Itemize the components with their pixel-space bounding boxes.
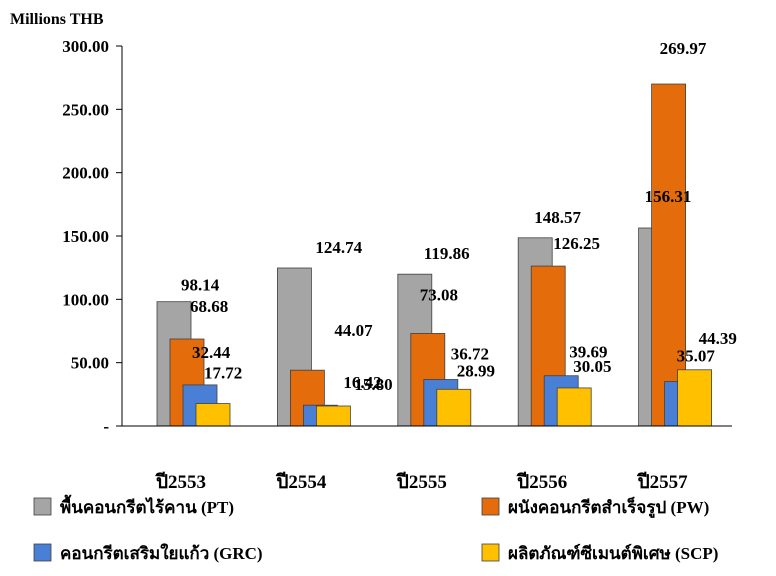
bars (156, 83, 712, 427)
bar-series-1-cat-4 (651, 83, 686, 427)
data-labels: 98.14 124.74 119.86 148.57 156.31 68.68 44.07 7… (181, 39, 737, 394)
data-label: 17.72 (204, 364, 242, 383)
legend-label: ผนังคอนกรีตสำเร็จรูป (PW) (508, 495, 709, 519)
x-tick-label: ปี2556 (516, 471, 567, 493)
data-label: 126.25 (553, 234, 600, 253)
legend-item: ผลิตภัณฑ์ซีเมนต์พิเศษ (SCP) (481, 543, 718, 563)
y-tick-label: 250.00 (62, 100, 109, 119)
data-label: 148.57 (534, 208, 581, 227)
legend-label: คอนกรีตเสริมใยแก้ว (GRC) (60, 543, 263, 563)
x-tick-label: ปี2553 (155, 471, 206, 493)
bar-series-3-cat-1 (315, 405, 351, 427)
legend-item: คอนกรีตเสริมใยแก้ว (GRC) (33, 543, 263, 563)
x-tick-label: ปี2557 (637, 471, 688, 493)
bar-series-3-cat-4 (677, 369, 712, 427)
x-tick-label: ปี2554 (276, 471, 327, 493)
legend-swatch (481, 543, 500, 562)
y-unit-label: Millions THB (10, 11, 104, 28)
legend-item: ผนังคอนกรีตสำเร็จรูป (PW) (481, 495, 709, 519)
legend-label: ผลิตภัณฑ์ซีเมนต์พิเศษ (SCP) (508, 543, 718, 563)
data-label: 124.74 (315, 238, 362, 257)
legend-item: พื้นคอนกรีตไร้คาน (PT) (33, 494, 234, 517)
data-label: 119.86 (424, 244, 470, 263)
y-tick-label: 150.00 (62, 227, 109, 246)
data-label: 15.80 (354, 375, 392, 394)
x-tick-label: ปี2555 (396, 471, 447, 493)
y-tick-label: 200.00 (62, 164, 109, 183)
legend-swatch (481, 497, 500, 516)
y-tick-label: 50.00 (71, 354, 109, 373)
bar-series-3-cat-2 (436, 388, 472, 427)
data-label: 156.31 (645, 187, 692, 206)
y-tick-label: - (103, 417, 109, 436)
data-label: 44.07 (334, 321, 373, 340)
data-label: 36.72 (451, 344, 489, 363)
bar-series-3-cat-0 (195, 403, 231, 427)
data-label: 68.68 (190, 297, 228, 316)
data-label: 98.14 (181, 276, 220, 295)
data-label: 39.69 (569, 343, 607, 362)
legend-swatch (33, 543, 52, 562)
y-axis: - 50.00 100.00 150.00 200.00 250.00 300.00 (62, 37, 123, 436)
data-label: 269.97 (660, 39, 707, 58)
data-label: 73.08 (420, 285, 458, 304)
x-axis: ปี2553 ปี2554 ปี2555 ปี2556 ปี2557 (122, 425, 732, 493)
y-tick-label: 300.00 (62, 37, 109, 56)
y-tick-label: 100.00 (62, 290, 109, 309)
data-label: 28.99 (457, 361, 495, 380)
legend: พื้นคอนกรีตไร้คาน (PT) ผนังคอนกรีตสำเร็จร… (33, 494, 718, 563)
data-label: 32.44 (192, 343, 231, 362)
bar-series-3-cat-3 (556, 387, 592, 427)
data-label: 44.39 (699, 329, 737, 348)
data-label: 35.07 (677, 347, 716, 366)
legend-swatch (33, 497, 52, 516)
data-label: 16.42 (343, 373, 381, 392)
legend-label: พื้นคอนกรีตไร้คาน (PT) (60, 494, 234, 517)
data-label: 30.05 (573, 357, 611, 376)
